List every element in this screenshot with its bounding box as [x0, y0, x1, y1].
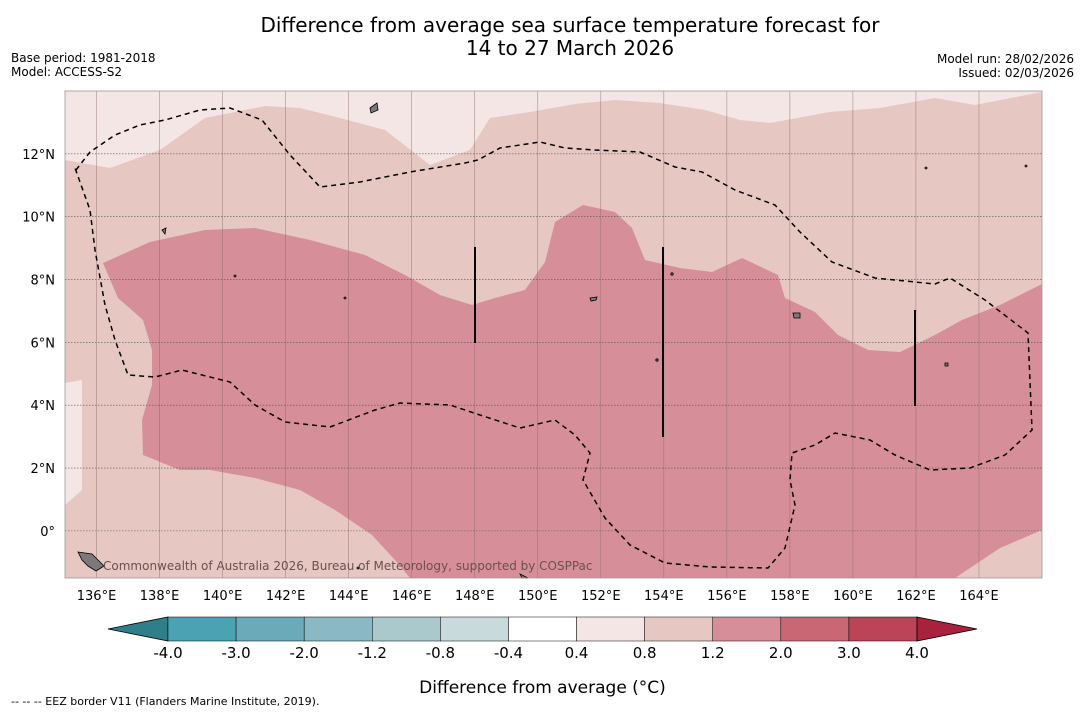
latitude-tick-label: 10°N	[22, 211, 55, 226]
copyright-watermark: Commonwealth of Australia 2026, Bureau o…	[103, 559, 593, 573]
base-period: Base period: 1981-2018	[11, 51, 156, 65]
colorbar-tick-label: -3.0	[221, 644, 250, 662]
colorbar-tick-label: 4.0	[905, 644, 929, 662]
issued-date: Issued: 02/03/2026	[958, 66, 1074, 80]
island-shape	[343, 296, 347, 300]
colorbar-swatch	[372, 616, 441, 642]
colorbar-tick-label: -0.4	[494, 644, 523, 662]
island-shape	[924, 166, 928, 170]
colorbar-tick-label: -1.2	[358, 644, 387, 662]
island-shape	[161, 227, 167, 235]
colorbar-label: Difference from average (°C)	[419, 678, 666, 698]
colorbar-swatch	[644, 616, 713, 642]
zone-strong-anomaly	[103, 205, 1042, 578]
map-frame	[64, 90, 1043, 579]
longitude-tick-label: 164°E	[959, 589, 999, 604]
colorbar-tick-label: -4.0	[153, 644, 182, 662]
colorbar-tick-label: 0.8	[633, 644, 657, 662]
latitude-tick-label: 2°N	[31, 462, 56, 477]
meridian-segments	[474, 247, 916, 437]
island-shape	[77, 551, 105, 572]
latitude-tick-label: 6°N	[31, 336, 56, 351]
colorbar-extend-low	[107, 616, 169, 642]
graticule	[65, 91, 1042, 578]
island-shape	[589, 296, 598, 302]
colorbar-tick-label: -0.8	[426, 644, 455, 662]
longitude-tick-label: 150°E	[518, 589, 558, 604]
colorbar-swatch	[780, 616, 850, 642]
longitude-tick-label: 136°E	[77, 589, 117, 604]
colorbar-swatch	[303, 616, 373, 642]
latitude-tick-label: 12°N	[22, 148, 55, 163]
island-shape	[670, 272, 674, 276]
colorbar-swatch	[576, 616, 645, 642]
longitude-tick-label: 154°E	[644, 589, 684, 604]
colorbar-tick-label: 1.2	[701, 644, 725, 662]
latitude-tick-label: 0°	[40, 525, 55, 540]
latitude-tick-labels: 12°N 10°N 8°N 6°N 4°N 2°N 0°	[22, 148, 55, 540]
colorbar-swatch	[440, 616, 509, 642]
longitude-tick-label: 142°E	[266, 589, 306, 604]
colorbar-tick-label: 0.4	[565, 644, 589, 662]
colorbar-tick-label: -2.0	[290, 644, 319, 662]
longitude-tick-label: 148°E	[455, 589, 495, 604]
longitude-tick-labels: 136°E 138°E 140°E 142°E 144°E 146°E 148°E 150°E…	[77, 589, 999, 604]
longitude-tick-label: 156°E	[707, 589, 747, 604]
longitude-tick-label: 146°E	[392, 589, 432, 604]
colorbar-extend-high	[916, 616, 978, 642]
model-name: Model: ACCESS-S2	[11, 65, 123, 79]
island-shape	[233, 274, 237, 278]
colorbar-swatch	[848, 616, 918, 642]
meta-left: Base period: 1981-2018 Model: ACCESS-S2	[11, 51, 156, 79]
colorbar-tick-label: 3.0	[837, 644, 861, 662]
model-run: Model run: 28/02/2026	[936, 52, 1074, 66]
longitude-tick-label: 138°E	[140, 589, 180, 604]
map-panel: Commonwealth of Australia 2026, Bureau o…	[64, 90, 1043, 579]
longitude-tick-label: 152°E	[581, 589, 621, 604]
latitude-tick-label: 4°N	[31, 399, 56, 414]
title-line-1: Difference from average sea surface temp…	[260, 13, 880, 37]
colorbar-swatch	[235, 616, 305, 642]
island-shape	[356, 566, 360, 570]
latitude-tick-label: 8°N	[31, 274, 56, 289]
island-shape	[792, 312, 801, 319]
colorbar-swatch	[508, 616, 577, 642]
longitude-tick-label: 158°E	[770, 589, 810, 604]
eez-border	[74, 107, 1033, 569]
longitude-tick-label: 160°E	[833, 589, 873, 604]
longitude-tick-label: 162°E	[896, 589, 936, 604]
island-shape	[944, 362, 949, 367]
longitude-tick-label: 140°E	[203, 589, 243, 604]
colorbar	[107, 616, 978, 642]
island-shape	[1024, 164, 1028, 168]
island-shape	[369, 102, 379, 114]
longitude-tick-label: 144°E	[329, 589, 369, 604]
islands	[77, 102, 1028, 579]
colorbar-swatch	[167, 616, 237, 642]
colorbar-tick-labels: -4.0 -3.0 -2.0 -1.2 -0.8 -0.4 0.4 0.8 1.2 2.0 3.0 4…	[153, 644, 929, 662]
meta-right: Model run: 28/02/2026 Issued: 02/03/2026	[937, 52, 1074, 80]
colorbar-tick-label: 2.0	[769, 644, 793, 662]
title-line-2: 14 to 27 March 2026	[465, 36, 675, 60]
chart-title: Difference from average sea surface temp…	[0, 14, 1085, 60]
footer-note: -- -- -- EEZ border V11 (Flanders Marine…	[11, 695, 320, 708]
island-shape	[655, 358, 659, 362]
colorbar-swatch	[712, 616, 782, 642]
